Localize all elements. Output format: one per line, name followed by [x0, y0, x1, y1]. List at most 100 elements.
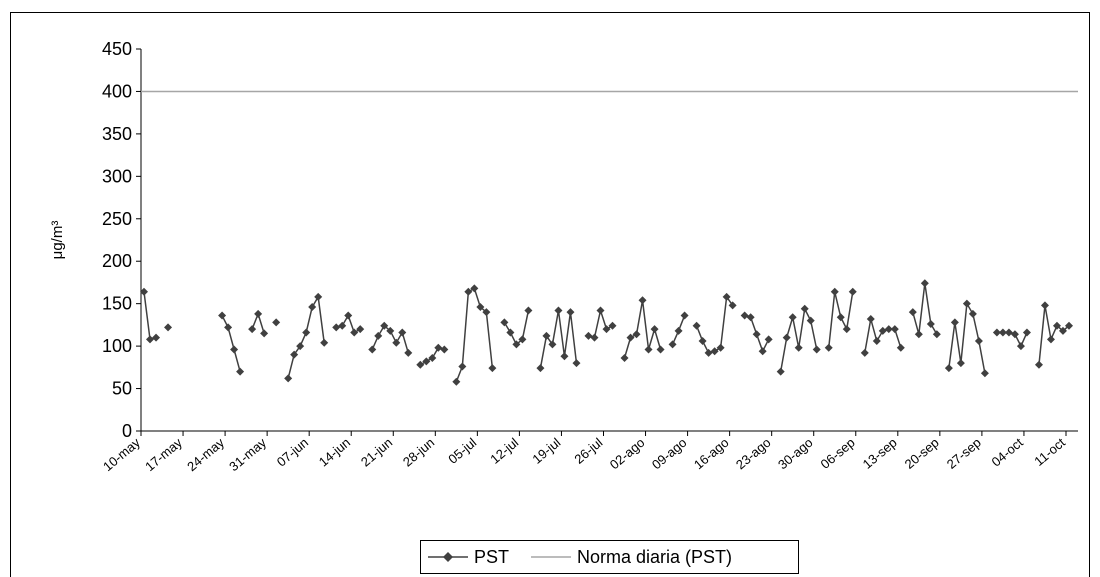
- data-point: [842, 325, 851, 334]
- data-point: [698, 337, 707, 346]
- data-point: [812, 345, 821, 354]
- data-point: [452, 377, 461, 386]
- data-point: [722, 292, 731, 301]
- data-point: [758, 347, 767, 356]
- data-point: [740, 311, 749, 320]
- data-point: [884, 325, 893, 334]
- data-point: [524, 306, 533, 315]
- data-point: [1052, 321, 1061, 330]
- data-point: [308, 303, 317, 312]
- data-point: [836, 313, 845, 322]
- data-point: [824, 343, 833, 352]
- data-point: [968, 309, 977, 318]
- data-point: [506, 328, 515, 337]
- data-point: [344, 311, 353, 320]
- y-tick-label: 150: [102, 294, 132, 314]
- data-point: [392, 338, 401, 347]
- data-point: [164, 323, 173, 332]
- data-point: [374, 331, 383, 340]
- data-point: [776, 367, 785, 376]
- data-point: [368, 345, 377, 354]
- data-point: [428, 353, 437, 362]
- data-point: [500, 318, 509, 327]
- data-point: [764, 335, 773, 344]
- data-point: [566, 308, 575, 317]
- data-point: [668, 340, 677, 349]
- data-point: [356, 325, 365, 334]
- data-point: [1034, 360, 1043, 369]
- y-axis-label: μg/m³: [49, 221, 66, 260]
- data-point: [956, 359, 965, 368]
- data-point: [896, 343, 905, 352]
- data-point: [1004, 328, 1013, 337]
- data-point: [1058, 326, 1067, 335]
- y-tick-label: 0: [122, 421, 132, 441]
- data-point: [458, 362, 467, 371]
- data-point: [644, 345, 653, 354]
- data-point: [830, 287, 839, 296]
- data-point: [1064, 321, 1073, 330]
- data-point: [248, 325, 257, 334]
- data-point: [272, 318, 281, 327]
- data-point: [518, 335, 527, 344]
- data-point: [728, 301, 737, 310]
- data-point: [230, 345, 239, 354]
- data-point: [860, 348, 869, 357]
- y-tick-label: 50: [112, 379, 132, 399]
- data-point: [950, 318, 959, 327]
- data-point: [944, 364, 953, 373]
- y-tick-label: 250: [102, 209, 132, 229]
- data-point: [974, 337, 983, 346]
- data-point: [254, 309, 263, 318]
- data-point: [656, 345, 665, 354]
- y-tick-label: 300: [102, 166, 132, 186]
- data-point: [626, 333, 635, 342]
- data-point: [680, 311, 689, 320]
- data-point: [560, 352, 569, 361]
- data-point: [782, 333, 791, 342]
- data-point: [224, 323, 233, 332]
- legend: PST Norma diaria (PST): [420, 540, 799, 574]
- data-point: [404, 348, 413, 357]
- data-point: [620, 353, 629, 362]
- data-point: [470, 284, 479, 293]
- data-point: [914, 330, 923, 339]
- data-point: [572, 359, 581, 368]
- legend-box: [420, 540, 799, 574]
- data-point: [890, 325, 899, 334]
- data-point: [848, 287, 857, 296]
- data-point: [140, 287, 149, 296]
- data-point: [926, 320, 935, 329]
- data-point: [320, 338, 329, 347]
- data-point: [710, 347, 719, 356]
- data-point: [314, 292, 323, 301]
- data-point: [800, 304, 809, 313]
- data-point: [236, 367, 245, 376]
- data-point: [674, 326, 683, 335]
- data-point: [422, 357, 431, 366]
- y-tick-label: 450: [102, 39, 132, 59]
- data-point: [920, 279, 929, 288]
- data-point: [434, 343, 443, 352]
- data-point: [386, 326, 395, 335]
- data-point: [866, 314, 875, 323]
- data-point: [1010, 330, 1019, 339]
- data-point: [350, 328, 359, 337]
- data-point: [476, 303, 485, 312]
- legend-marker: [443, 552, 453, 562]
- data-point: [650, 325, 659, 334]
- data-point: [596, 306, 605, 315]
- data-point: [878, 326, 887, 335]
- data-point: [284, 374, 293, 383]
- data-point: [554, 306, 563, 315]
- data-point: [332, 323, 341, 332]
- legend-label: PST: [474, 547, 509, 567]
- data-point: [962, 299, 971, 308]
- data-point: [548, 340, 557, 349]
- data-point: [992, 328, 1001, 337]
- data-point: [752, 330, 761, 339]
- data-point: [1040, 301, 1049, 310]
- data-point: [152, 333, 161, 342]
